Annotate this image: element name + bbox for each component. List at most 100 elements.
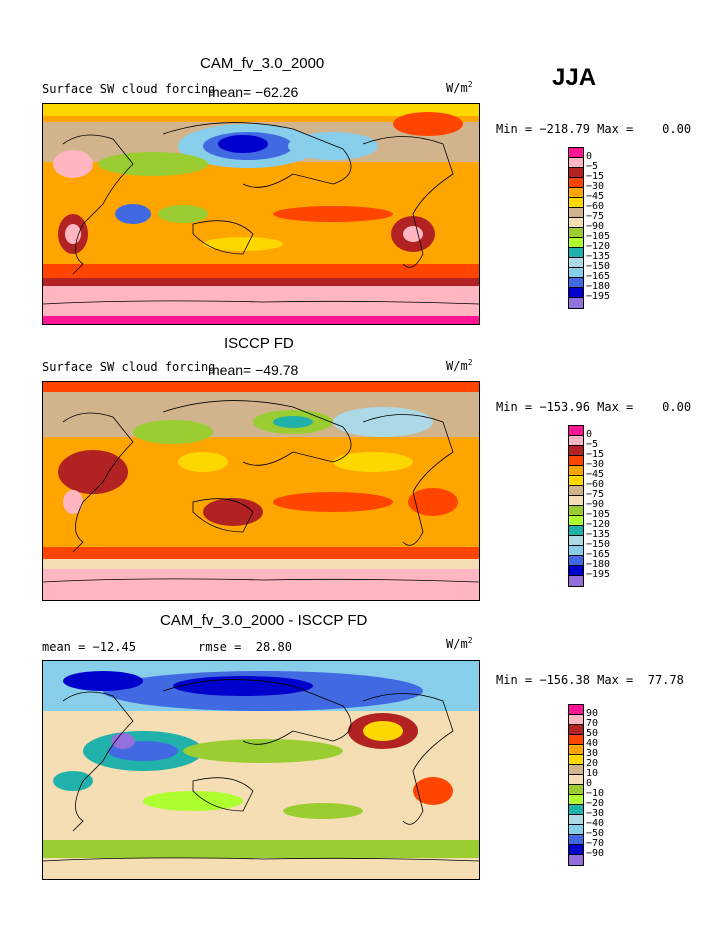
panel1-minmax: Min = −218.79 Max = 0.00	[496, 122, 692, 136]
colorbar-label: −30	[586, 181, 605, 192]
colorbar-label: 90	[586, 708, 599, 719]
colorbar-swatch	[569, 208, 583, 218]
colorbar-label: −195	[586, 569, 611, 580]
colorbar-label: −30	[586, 459, 605, 470]
colorbar-swatch	[569, 536, 583, 546]
colorbar-label: −15	[586, 171, 605, 182]
colorbar-label: −5	[586, 439, 599, 450]
panel2-minmax: Min = −153.96 Max = 0.00	[496, 400, 692, 414]
colorbar-label: 70	[586, 718, 599, 729]
colorbar-swatch	[569, 476, 583, 486]
colorbar-swatch	[569, 705, 583, 715]
colorbar-label: −30	[586, 808, 605, 819]
colorbar-swatch	[569, 248, 583, 258]
colorbar-swatch	[569, 815, 583, 825]
colorbar-label: −165	[586, 549, 611, 560]
colorbar-swatch	[569, 526, 583, 536]
colorbar-swatch	[569, 426, 583, 436]
colorbar-swatch	[569, 158, 583, 168]
colorbar-label: −50	[586, 828, 605, 839]
colorbar-swatch	[569, 566, 583, 576]
colorbar-swatch	[569, 218, 583, 228]
panel3-rmse: rmse = 28.80	[198, 640, 292, 654]
colorbar-label: 20	[586, 758, 599, 769]
colorbar-label: 30	[586, 748, 599, 759]
colorbar-label: −40	[586, 818, 605, 829]
colorbar-swatch	[569, 835, 583, 845]
panel1-title: CAM_fv_3.0_2000	[200, 55, 325, 72]
colorbar-label: −90	[586, 499, 605, 510]
panel1-map	[42, 103, 480, 325]
colorbar-swatch	[569, 228, 583, 238]
colorbar-label: −180	[586, 281, 611, 292]
colorbar-swatch	[569, 735, 583, 745]
panel2-subtitle: Surface SW cloud forcing	[42, 360, 216, 374]
panel2-map	[42, 381, 480, 601]
colorbar-swatch	[569, 516, 583, 526]
colorbar-swatch	[569, 765, 583, 775]
colorbar-label: −15	[586, 449, 605, 460]
colorbar-label: −70	[586, 838, 605, 849]
colorbar-swatches	[568, 704, 584, 866]
panel2-mean: mean= −49.78	[208, 362, 299, 378]
colorbar-swatch	[569, 436, 583, 446]
colorbar-swatch	[569, 446, 583, 456]
colorbar-swatch	[569, 745, 583, 755]
colorbar-swatch	[569, 268, 583, 278]
colorbar-swatch	[569, 795, 583, 805]
colorbar-swatch	[569, 855, 583, 865]
colorbar-label: 10	[586, 768, 599, 779]
colorbar-label: −45	[586, 469, 605, 480]
panel1-colorbar: 0 −5 −15 −30 −45 −60 −75 −90 −105 −120 −135 −150 −16…	[568, 147, 628, 309]
colorbar-swatch	[569, 496, 583, 506]
panel3-colorbar: 90 70 50 40 30 20 10 0 −10 −20 −30 −40 −50 −70 −90	[568, 704, 628, 866]
colorbar-label: −105	[586, 231, 611, 242]
colorbar-label: 0	[586, 151, 593, 162]
colorbar-label: −90	[586, 221, 605, 232]
colorbar-swatch	[569, 466, 583, 476]
panel3-map-plot	[43, 661, 479, 879]
colorbar-swatch	[569, 238, 583, 248]
colorbar-label: −105	[586, 509, 611, 520]
colorbar-label: −10	[586, 788, 605, 799]
colorbar-label: −135	[586, 529, 611, 540]
colorbar-label: −5	[586, 161, 599, 172]
panel2-colorbar: 0 −5 −15 −30 −45 −60 −75 −90 −105 −120 −135 −150 −16…	[568, 425, 628, 587]
panel3-mean: mean = −12.45	[42, 640, 136, 654]
colorbar-swatch	[569, 825, 583, 835]
panel1-mean: mean= −62.26	[208, 84, 299, 100]
panel3-minmax: Min = −156.38 Max = 77.78	[496, 673, 684, 687]
panel2-title: ISCCP FD	[224, 335, 294, 352]
colorbar-label: 0	[586, 429, 593, 440]
colorbar-swatch	[569, 725, 583, 735]
colorbar-swatch	[569, 486, 583, 496]
colorbar-label: −60	[586, 201, 605, 212]
colorbar-swatch	[569, 576, 583, 586]
colorbar-swatch	[569, 556, 583, 566]
colorbar-swatch	[569, 298, 583, 308]
season-label: JJA	[552, 64, 597, 91]
colorbar-swatch	[569, 288, 583, 298]
colorbar-swatch	[569, 755, 583, 765]
panel3-title: CAM_fv_3.0_2000 - ISCCP FD	[160, 612, 368, 629]
colorbar-swatch	[569, 785, 583, 795]
colorbar-swatch	[569, 775, 583, 785]
colorbar-swatch	[569, 456, 583, 466]
colorbar-swatch	[569, 546, 583, 556]
colorbar-swatches	[568, 425, 584, 587]
colorbar-swatch	[569, 715, 583, 725]
colorbar-label: −90	[586, 848, 605, 859]
colorbar-label: 50	[586, 728, 599, 739]
colorbar-swatch	[569, 805, 583, 815]
colorbar-label: −20	[586, 798, 605, 809]
panel1-units: W/m2	[446, 80, 473, 95]
colorbar-swatch	[569, 258, 583, 268]
colorbar-label: −150	[586, 261, 611, 272]
colorbar-label: 0	[586, 778, 593, 789]
panel2-units: W/m2	[446, 358, 473, 373]
panel1-subtitle: Surface SW cloud forcing	[42, 82, 216, 96]
colorbar-swatch	[569, 506, 583, 516]
colorbar-swatch	[569, 845, 583, 855]
colorbar-label: −60	[586, 479, 605, 490]
colorbar-label: −45	[586, 191, 605, 202]
